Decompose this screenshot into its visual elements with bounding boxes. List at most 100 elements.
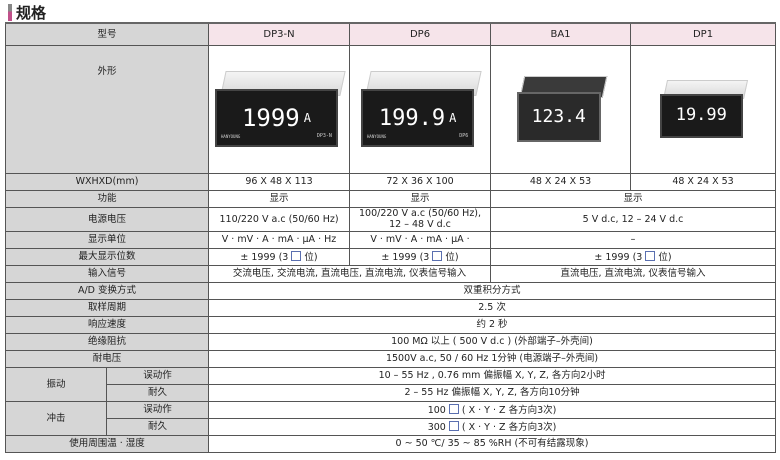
cell: 约 2 秒	[208, 315, 777, 334]
header-label: 型号	[4, 22, 210, 46]
section-title: 规格	[8, 3, 47, 22]
meter-reading: 19.99	[675, 105, 727, 126]
cell: 1500V a.c, 50 / 60 Hz 1分钟 (电源端子–外壳间)	[208, 349, 777, 368]
cell: ± 1999 (3 位)	[208, 247, 351, 266]
cell: V · mV · A · mA · μA ·	[349, 230, 492, 249]
row-insulation: 绝缘阻抗 100 MΩ 以上 ( 500 V d.c ) (外部端子–外壳间)	[4, 332, 777, 351]
cell: 0 ~ 50 ℃/ 35 ~ 85 %RH (不可有结露现象)	[208, 434, 777, 453]
cell-text: ( X · Y · Z 各方向3次)	[461, 404, 557, 416]
row-label: 输入信号	[4, 264, 210, 283]
box-icon	[448, 403, 459, 414]
cell: 2 – 55 Hz 偏振幅 X, Y, Z, 各方向10分钟	[208, 383, 777, 402]
cell: 双重积分方式	[208, 281, 777, 300]
cell: 直流电压, 直流电流, 仪表信号输入	[490, 264, 777, 283]
cell: 显示	[349, 189, 492, 208]
row-size: WXHXD(mm) 96 X 48 X 113 72 X 36 X 100 48…	[4, 172, 777, 191]
row-dielectric: 耐电压 1500V a.c, 50 / 60 Hz 1分钟 (电源端子–外壳间)	[4, 349, 777, 368]
row-response: 响应速度约 2 秒	[4, 315, 777, 334]
box-icon	[291, 250, 302, 261]
section-title-text: 规格	[16, 3, 47, 22]
row-unit: 显示单位 V · mV · A · mA · μA · Hz V · mV · …	[4, 230, 777, 249]
row-shock-durability: 耐久 300 ( X · Y · Z 各方向3次)	[6, 417, 777, 436]
cell: 100 ( X · Y · Z 各方向3次)	[208, 400, 777, 419]
cell: 110/220 V a.c (50/60 Hz)	[208, 206, 351, 232]
meter-unit: A	[449, 110, 457, 125]
cell: 2.5 次	[208, 298, 777, 317]
sub-label: 误动作	[105, 366, 210, 385]
row-label: 电源电压	[4, 206, 210, 232]
row-label: 功能	[4, 189, 210, 208]
row-sampling: 取样周期 2.5 次	[4, 298, 777, 317]
row-environment: 使用周围温 · 湿度 0 ~ 50 ℃/ 35 ~ 85 %RH (不可有结露现象…	[4, 434, 777, 453]
cell-text: ± 1999 (3	[240, 251, 289, 263]
box-icon	[448, 420, 459, 431]
cell: 48 X 24 X 53	[630, 172, 777, 191]
row-shock-malfunction: 冲击 误动作 100 ( X · Y · Z 各方向3次)	[5, 400, 777, 436]
box-icon	[432, 250, 443, 261]
cell: 显示	[490, 189, 777, 208]
spec-table: 型号 DP3-N DP6 BA1 DP1 外形 1999 A HANYOUNG DP3…	[4, 22, 777, 453]
model-dp6: DP6	[349, 22, 492, 46]
meter-model: DP6	[459, 133, 469, 139]
cell-text: 100	[427, 404, 446, 416]
header-row: 型号 DP3-N DP6 BA1 DP1	[4, 22, 777, 46]
cell: 显示	[208, 189, 351, 208]
cell: ± 1999 (3 位)	[490, 247, 777, 266]
cell: –	[490, 230, 777, 249]
sub-label: 耐久	[105, 417, 210, 436]
row-label: 冲击	[5, 400, 107, 436]
meter-brand: HANYOUNG	[367, 134, 387, 139]
row-label: 取样周期	[4, 298, 210, 317]
cell: 300 ( X · Y · Z 各方向3次)	[208, 417, 777, 436]
cell-text: ± 1999 (3	[381, 251, 430, 263]
cell: 72 X 36 X 100	[349, 172, 492, 191]
model-dp1: DP1	[630, 22, 777, 46]
row-function: 功能 显示 显示 显示	[4, 189, 777, 208]
meter-reading: 1999	[241, 103, 300, 132]
meter-reading: 199.9	[378, 105, 446, 131]
row-label: 响应速度	[4, 315, 210, 334]
meter-image-dp1: 19.99	[630, 44, 777, 174]
row-input: 输入信号 交流电压, 交流电流, 直流电压, 直流电流, 仪表信号输入 直流电压…	[4, 264, 777, 283]
cell: 100 MΩ 以上 ( 500 V d.c ) (外部端子–外壳间)	[208, 332, 777, 351]
model-dp3n: DP3-N	[208, 22, 351, 46]
row-label: 使用周围温 · 湿度	[4, 434, 210, 453]
model-ba1: BA1	[490, 22, 632, 46]
title-marker	[8, 3, 12, 21]
cell-text: 位)	[304, 251, 318, 263]
cell: 48 X 24 X 53	[490, 172, 632, 191]
sub-label: 误动作	[105, 400, 210, 419]
cell-text: 300	[427, 421, 446, 433]
cell: 5 V d.c, 12 – 24 V d.c	[490, 206, 777, 232]
meter-brand: HANYOUNG	[221, 134, 241, 139]
cell: 100/220 V a.c (50/60 Hz), 12 – 48 V d.c	[349, 206, 492, 232]
meter-image-dp3n: 1999 A HANYOUNG DP3-N	[208, 44, 351, 174]
cell-text: 位)	[658, 251, 672, 263]
sub-label: 耐久	[105, 383, 210, 402]
cell-line: 100/220 V a.c (50/60 Hz),	[358, 208, 482, 219]
meter-model: DP3-N	[316, 133, 332, 139]
row-ad: A/D 变换方式 双重积分方式	[4, 281, 777, 300]
row-label: 耐电压	[4, 349, 210, 368]
cell: V · mV · A · mA · μA · Hz	[208, 230, 351, 249]
cell: 96 X 48 X 113	[208, 172, 351, 191]
meter-image-dp6: 199.9 A HANYOUNG DP6	[349, 44, 492, 174]
row-digits: 最大显示位数 ± 1999 (3 位) ± 1999 (3 位) ± 1999 …	[4, 247, 777, 266]
cell: ± 1999 (3 位)	[349, 247, 492, 266]
cell: 10 – 55 Hz , 0.76 mm 偏振幅 X, Y, Z, 各方向2小时	[208, 366, 777, 385]
cell-text: ± 1999 (3	[594, 251, 643, 263]
image-label: 外形	[4, 44, 210, 174]
row-label: 绝缘阻抗	[4, 332, 210, 351]
cell-text: ( X · Y · Z 各方向3次)	[461, 421, 557, 433]
cell-text: 位)	[445, 251, 459, 263]
row-power: 电源电压 110/220 V a.c (50/60 Hz) 100/220 V …	[4, 206, 777, 232]
meter-unit: A	[303, 110, 311, 125]
meter-reading: 123.4	[531, 106, 586, 128]
row-label: A/D 变换方式	[4, 281, 210, 300]
cell: 交流电压, 交流电流, 直流电压, 直流电流, 仪表信号输入	[208, 264, 492, 283]
row-label: 振动	[5, 366, 107, 402]
row-vibration-malfunction: 振动 误动作 10 – 55 Hz , 0.76 mm 偏振幅 X, Y, Z,…	[5, 366, 777, 402]
row-label: 显示单位	[4, 230, 210, 249]
meter-image-ba1: 123.4	[490, 44, 632, 174]
cell-line: 12 – 48 V d.c	[389, 219, 451, 230]
